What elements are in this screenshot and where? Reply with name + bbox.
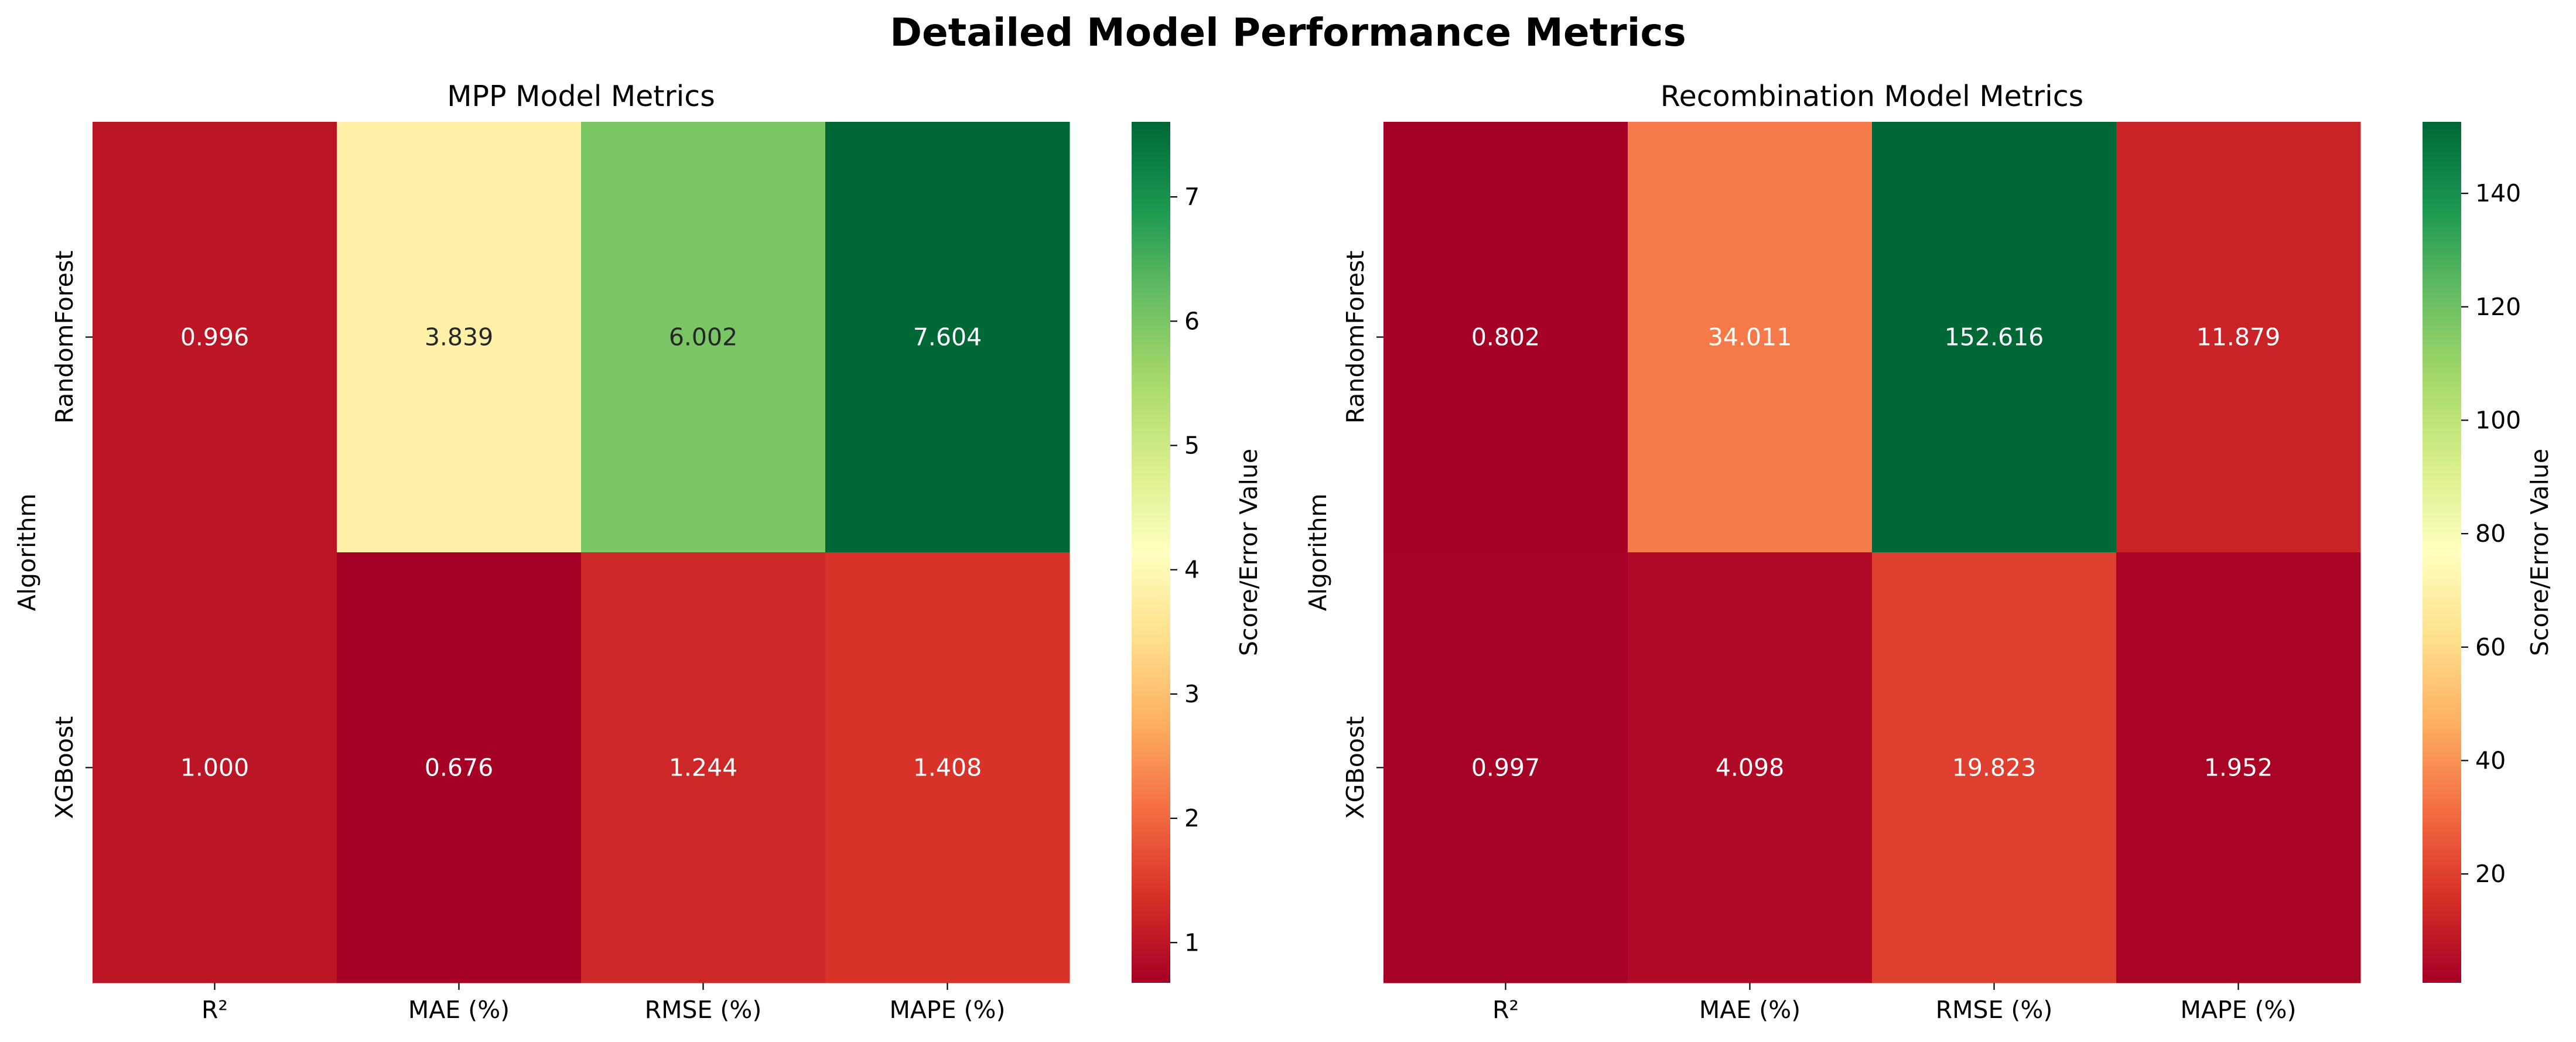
x-tick-label: MAE (%) — [1699, 996, 1801, 1024]
mpp-heatmap-panel: MPP Model Metrics 0.996 3.839 6.002 7.604 1.0… — [13, 80, 1263, 1024]
cell-value-label: 0.676 — [425, 754, 493, 782]
y-axis-label: Algorithm — [13, 494, 41, 611]
x-tick-label: RMSE (%) — [1936, 996, 2053, 1024]
colorbar-tick-label: 60 — [2475, 633, 2506, 661]
colorbar-tick-label: 20 — [2475, 860, 2506, 888]
y-tick-label: RandomForest — [50, 251, 78, 424]
colorbar-tick-label: 1 — [1184, 928, 1200, 956]
cell-value-label: 19.823 — [1952, 754, 2036, 782]
colorbar-label: Score/Error Value — [1235, 449, 1263, 656]
x-tick-label: MAPE (%) — [2180, 996, 2296, 1024]
cell-value-label: 1.244 — [669, 754, 737, 782]
cell-value-label: 34.011 — [1708, 323, 1792, 351]
colorbar-tick-label: 6 — [1184, 307, 1200, 335]
cell-value-label: 6.002 — [669, 323, 737, 351]
x-tick-label: R² — [1492, 996, 1519, 1024]
y-tick-label: RandomForest — [1341, 251, 1369, 424]
x-tick-label: R² — [201, 996, 228, 1024]
y-tick-label: XGBoost — [50, 716, 78, 819]
cell-value-label: 1.408 — [913, 754, 982, 782]
colorbar — [2423, 122, 2461, 983]
cell-value-label: 7.604 — [913, 323, 982, 351]
colorbar-tick-label: 100 — [2475, 406, 2521, 434]
recombination-heatmap-panel: Recombination Model Metrics 0.802 34.011 15… — [1304, 80, 2554, 1024]
figure-title: Detailed Model Performance Metrics — [890, 10, 1686, 55]
colorbar-tick-label: 2 — [1184, 804, 1200, 832]
cell-value-label: 1.952 — [2204, 754, 2273, 782]
x-tick-label: RMSE (%) — [645, 996, 762, 1024]
cell-value-label: 0.997 — [1471, 754, 1540, 782]
colorbar-label: Score/Error Value — [2526, 449, 2554, 656]
colorbar-tick-label: 7 — [1184, 183, 1200, 211]
panel-title: Recombination Model Metrics — [1661, 80, 2083, 113]
colorbar-tick-label: 120 — [2475, 293, 2521, 321]
cell-value-label: 152.616 — [1945, 323, 2044, 351]
colorbar-tick-label: 140 — [2475, 179, 2521, 207]
y-tick-label: XGBoost — [1341, 716, 1369, 819]
cell-value-label: 3.839 — [425, 323, 493, 351]
colorbar — [1132, 122, 1170, 983]
cell-value-label: 4.098 — [1716, 754, 1784, 782]
x-tick-label: MAPE (%) — [889, 996, 1005, 1024]
colorbar-tick-label: 40 — [2475, 746, 2506, 774]
colorbar-tick-label: 5 — [1184, 432, 1200, 460]
colorbar-tick-label: 80 — [2475, 520, 2506, 548]
x-tick-label: MAE (%) — [408, 996, 510, 1024]
cell-value-label: 0.996 — [180, 323, 249, 351]
cell-value-label: 0.802 — [1471, 323, 1540, 351]
cell-value-label: 1.000 — [180, 754, 249, 782]
cell-value-label: 11.879 — [2196, 323, 2280, 351]
panel-title: MPP Model Metrics — [447, 80, 715, 113]
colorbar-tick-label: 4 — [1184, 556, 1200, 584]
colorbar-tick-label: 3 — [1184, 680, 1200, 708]
y-axis-label: Algorithm — [1304, 494, 1332, 611]
